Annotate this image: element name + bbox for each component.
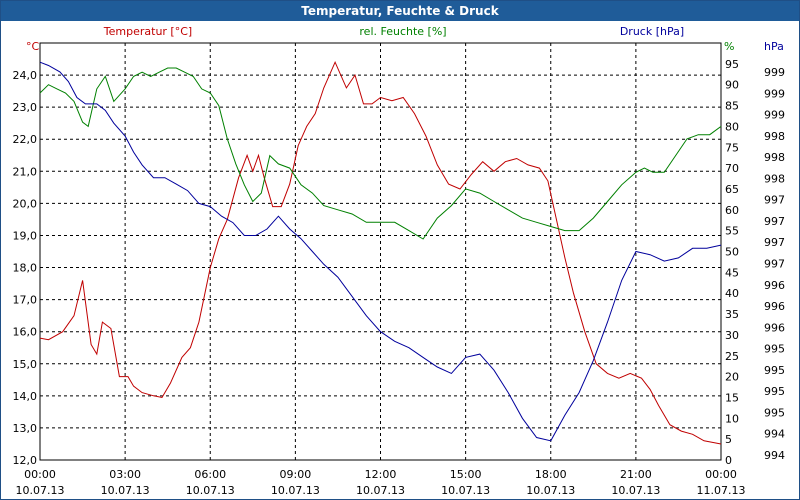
humidity-tick-label: 55: [725, 225, 739, 238]
temperature-tick-label: 21,0: [13, 165, 38, 178]
humidity-tick-label: 40: [725, 287, 739, 300]
humidity-tick-label: 0: [725, 454, 732, 467]
temperature-tick-label: 24,0: [13, 69, 38, 82]
pressure-tick-label: 998: [764, 172, 785, 185]
temperature-tick-label: 20,0: [13, 197, 38, 210]
humidity-tick-label: 45: [725, 266, 739, 279]
pressure-tick-label: 999: [764, 87, 785, 100]
x-tick-date: 10.07.13: [186, 484, 235, 497]
humidity-tick-label: 50: [725, 246, 739, 259]
x-tick-date: 10.07.13: [611, 484, 660, 497]
temperature-tick-label: 12,0: [13, 454, 38, 467]
pressure-tick-label: 995: [764, 343, 785, 356]
humidity-tick-label: 90: [725, 79, 739, 92]
x-tick-date: 10.07.13: [16, 484, 65, 497]
x-tick-time: 00:00: [24, 468, 56, 481]
temperature-tick-label: 19,0: [13, 229, 38, 242]
pressure-tick-label: 997: [764, 215, 785, 228]
pressure-axis: 994 994 995 995 995 995 996 996 996 997 997 997 997 9…: [764, 66, 785, 462]
x-tick-date: 10.07.13: [271, 484, 320, 497]
humidity-tick-label: 30: [725, 329, 739, 342]
temperature-unit: °C: [26, 40, 40, 53]
temperature-tick-label: 13,0: [13, 422, 38, 435]
temperature-tick-label: 23,0: [13, 101, 38, 114]
pressure-tick-label: 996: [764, 300, 785, 313]
series-layer: [39, 60, 722, 445]
pressure-tick-label: 994: [764, 449, 785, 462]
humidity-tick-label: 65: [725, 183, 739, 196]
humidity-unit: %: [724, 40, 734, 53]
pressure-tick-label: 997: [764, 258, 785, 271]
humidity-tick-label: 5: [725, 433, 732, 446]
humidity-tick-label: 95: [725, 58, 739, 71]
x-tick-time: 06:00: [194, 468, 226, 481]
pressure-tick-label: 995: [764, 385, 785, 398]
pressure-tick-label: 999: [764, 66, 785, 79]
humidity-tick-label: 10: [725, 412, 739, 425]
humidity-tick-label: 35: [725, 308, 739, 321]
humidity-tick-label: 60: [725, 204, 739, 217]
pressure-tick-label: 999: [764, 109, 785, 122]
temperature-tick-label: 18,0: [13, 262, 38, 275]
pressure-tick-label: 994: [764, 428, 785, 441]
x-tick-date: 10.07.13: [101, 484, 150, 497]
x-axis: 00:00 10.07.13 03:00 10.07.13 06:00 10.07.13 0…: [16, 468, 746, 497]
x-tick-time: 21:00: [620, 468, 652, 481]
humidity-tick-label: 85: [725, 100, 739, 113]
pressure-tick-label: 998: [764, 130, 785, 143]
grid: [40, 43, 721, 460]
humidity-axis: 0 5 10 15 20 25 30 35 40 45 50 55 60 65 70 75 80 85 90 95: [725, 58, 739, 467]
temperature-tick-label: 17,0: [13, 294, 38, 307]
pressure-tick-label: 997: [764, 194, 785, 207]
pressure-axis-label: Druck [hPa]: [620, 25, 684, 38]
temperature-axis-label: Temperatur [°C]: [103, 25, 192, 38]
pressure-line: [39, 61, 722, 442]
temperature-tick-label: 14,0: [13, 390, 38, 403]
chart-title: Temperatur, Feuchte & Druck: [1, 1, 799, 21]
humidity-tick-label: 80: [725, 120, 739, 133]
pressure-tick-label: 995: [764, 364, 785, 377]
x-tick-date: 10.07.13: [526, 484, 575, 497]
humidity-axis-label: rel. Feuchte [%]: [359, 25, 446, 38]
humidity-line: [39, 67, 722, 240]
x-tick-time: 12:00: [365, 468, 397, 481]
x-tick-date: 10.07.13: [356, 484, 405, 497]
pressure-unit: hPa: [764, 40, 784, 53]
pressure-tick-label: 997: [764, 236, 785, 249]
humidity-tick-label: 20: [725, 371, 739, 384]
plot-frame: [39, 42, 722, 461]
x-tick-date: 10.07.13: [441, 484, 490, 497]
pressure-tick-label: 995: [764, 406, 785, 419]
x-tick-date: 11.07.13: [697, 484, 746, 497]
pressure-tick-label: 998: [764, 151, 785, 164]
x-tick-time: 09:00: [280, 468, 312, 481]
x-tick-time: 03:00: [109, 468, 141, 481]
x-tick-time: 15:00: [450, 468, 482, 481]
x-tick-time: 18:00: [535, 468, 567, 481]
humidity-tick-label: 25: [725, 350, 739, 363]
pressure-tick-label: 996: [764, 321, 785, 334]
temperature-line: [39, 60, 722, 445]
humidity-tick-label: 70: [725, 162, 739, 175]
temperature-tick-label: 15,0: [13, 358, 38, 371]
temperature-axis: 12,0 13,0 14,0 15,0 16,0 17,0 18,0 19,0 20,0 21,0…: [13, 69, 38, 467]
temperature-tick-label: 16,0: [13, 326, 38, 339]
pressure-tick-label: 996: [764, 279, 785, 292]
temperature-tick-label: 22,0: [13, 133, 38, 146]
x-tick-time: 00:00: [705, 468, 737, 481]
humidity-tick-label: 15: [725, 391, 739, 404]
humidity-tick-label: 75: [725, 141, 739, 154]
